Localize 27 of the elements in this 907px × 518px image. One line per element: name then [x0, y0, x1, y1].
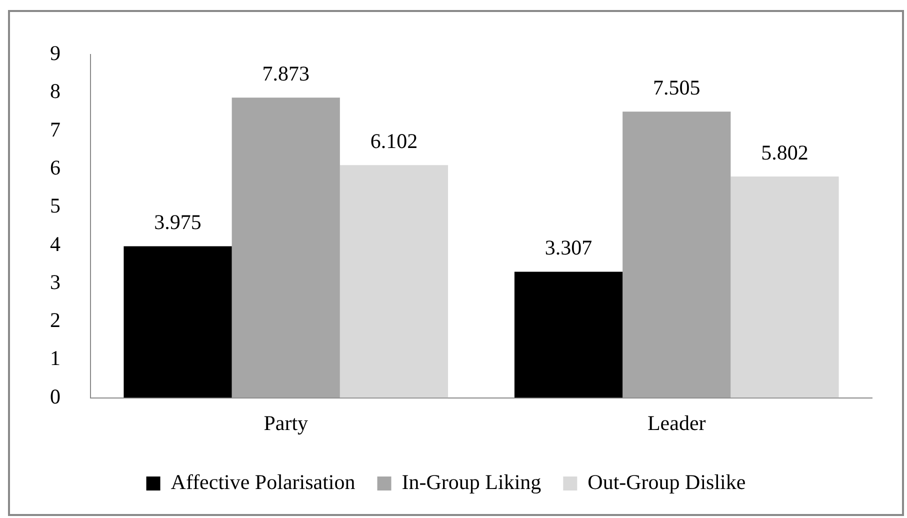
bar — [124, 246, 232, 398]
x-tick-label: Leader — [647, 410, 706, 435]
y-tick-label: 4 — [50, 232, 61, 256]
data-label: 3.975 — [154, 210, 202, 234]
data-label: 7.505 — [653, 76, 700, 100]
x-tick-label: Party — [264, 410, 309, 435]
y-tick-label: 0 — [50, 384, 60, 408]
y-tick-label: 2 — [50, 308, 60, 332]
y-tick-label: 9 — [50, 41, 60, 66]
y-tick-label: 3 — [50, 270, 60, 294]
data-label: 6.102 — [370, 129, 418, 154]
y-tick-label: 8 — [50, 79, 60, 104]
y-tick-label: 7 — [50, 117, 60, 142]
data-label: 5.802 — [761, 140, 808, 165]
bar — [730, 176, 839, 398]
bar — [622, 112, 731, 398]
y-tick-label: 5 — [50, 194, 60, 218]
bar — [232, 98, 340, 398]
bar — [514, 272, 623, 398]
legend-label: Out-Group Dislike — [588, 470, 746, 494]
y-tick-label: 6 — [50, 156, 60, 180]
legend-label: In-Group Liking — [402, 470, 542, 494]
bar — [340, 165, 448, 398]
data-label: 3.307 — [544, 236, 592, 260]
data-label: 7.873 — [262, 62, 310, 86]
y-tick-label: 1 — [50, 346, 60, 370]
legend-label: Affective Polarisation — [170, 470, 356, 494]
